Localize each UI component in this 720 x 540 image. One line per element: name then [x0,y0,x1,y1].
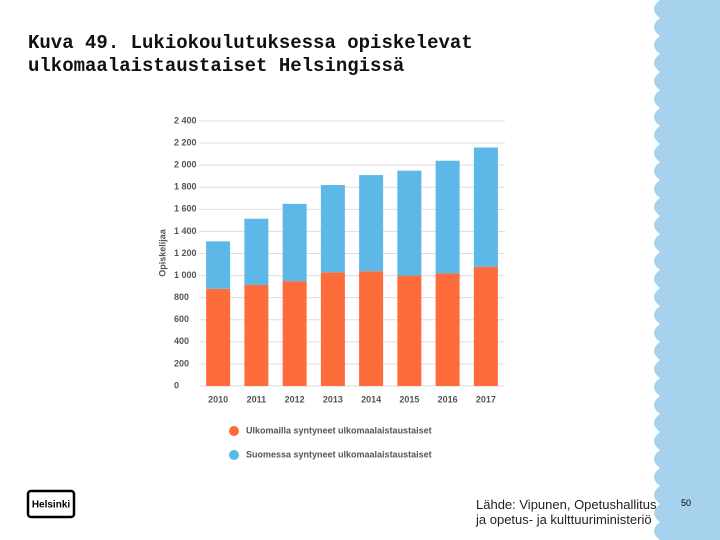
y-tick-label: 800 [174,292,189,302]
slide-title: Kuva 49. Lukiokoulutuksessa opiskelevat [28,32,473,54]
x-tick-label: 2010 [208,394,228,404]
bar-segment [320,185,345,273]
bar-segment [435,273,460,386]
bar-segment [359,271,384,386]
bar-segment [320,272,345,386]
x-tick-label: 2016 [438,394,458,404]
legend-label: Ulkomailla syntyneet ulkomaalaistaustais… [246,425,432,435]
page-number: 50 [681,498,691,508]
legend-label: Suomessa syntyneet ulkomaalaistaustaiset [246,449,432,459]
y-tick-label: 1 200 [174,248,197,258]
y-axis-label: Opiskelijaa [157,228,167,277]
y-tick-label: 1 000 [174,270,197,280]
bar-segment [359,175,384,272]
legend-marker [229,450,239,460]
bar-segment [206,241,231,289]
bar-segment [244,218,269,285]
x-tick-label: 2014 [361,394,381,404]
bar-segment [435,160,460,274]
bar-segment [397,275,422,386]
edge-shape [654,0,720,540]
bar-segment [397,170,422,276]
bar-segment [206,288,231,386]
y-tick-label: 2 400 [174,115,197,125]
bar-segment [282,203,307,282]
y-tick-label: 1 400 [174,226,197,236]
y-tick-label: 1 800 [174,182,197,192]
y-tick-label: 1 600 [174,204,197,214]
y-tick-label: 0 [174,380,179,390]
logo: Helsinki [32,500,71,511]
logo-frame [26,489,76,519]
x-tick-label: 2012 [285,394,305,404]
x-tick-label: 2015 [399,394,419,404]
decorative-edge [654,0,720,540]
x-tick-label: 2017 [476,394,496,404]
bar-segment [282,281,307,386]
x-tick-label: 2011 [247,394,267,404]
y-tick-label: 400 [174,336,189,346]
y-tick-label: 2 000 [174,160,197,170]
y-tick-label: 2 200 [174,137,197,147]
y-tick-label: 600 [174,314,189,324]
source: Lähde: Vipunen, Opetushallitus [476,497,657,512]
y-tick-label: 200 [174,358,189,368]
bar-segment [473,147,498,267]
slide-title: ulkomaalaistaustaiset Helsingissä [28,55,404,77]
x-tick-label: 2013 [323,394,343,404]
bar-segment [473,266,498,386]
legend-marker [229,426,239,436]
source: ja opetus- ja kulttuuriministeriö [475,512,652,527]
bar-segment [244,284,269,386]
